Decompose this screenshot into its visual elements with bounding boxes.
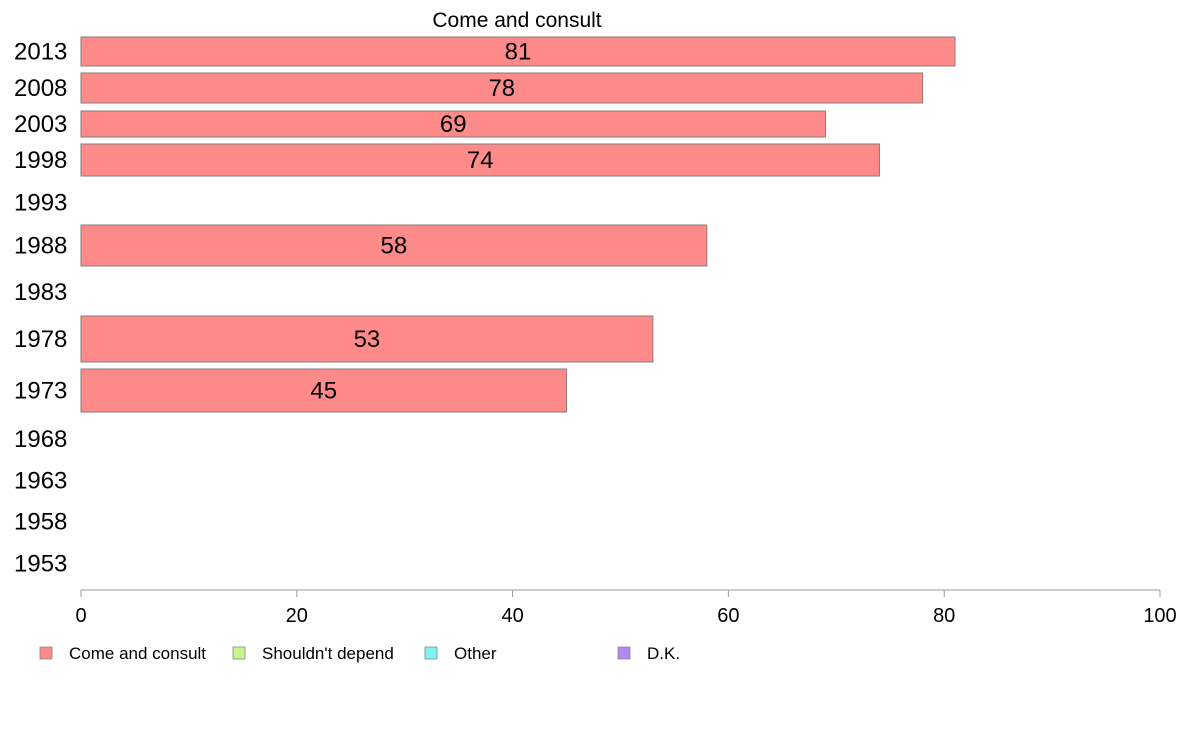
bar — [80, 143, 880, 177]
x-tick-label: 0 — [75, 605, 86, 627]
legend-swatch — [424, 646, 438, 660]
category-label: 1973 — [14, 378, 67, 405]
x-tick-label: 100 — [1143, 605, 1176, 627]
category-labels: 2013 2008 2003 1998 1993 1988 1983 1978 1973 1968… — [14, 39, 67, 578]
category-label: 1963 — [14, 468, 67, 495]
data-label: 69 — [440, 111, 467, 138]
data-label: 53 — [354, 326, 381, 353]
x-tick-label: 60 — [717, 605, 739, 627]
category-label: 2003 — [14, 111, 67, 138]
legend: Come and consult Shouldn't depend Other D.K… — [39, 644, 680, 663]
category-label: 2008 — [14, 75, 67, 102]
category-label: 1993 — [14, 190, 67, 217]
x-tick-label: 20 — [286, 605, 308, 627]
category-label: 1968 — [14, 426, 67, 453]
category-label: 1958 — [14, 509, 67, 536]
legend-label: Other — [454, 644, 497, 663]
bar — [80, 315, 654, 363]
category-label: 1998 — [14, 147, 67, 174]
bar — [80, 224, 708, 267]
data-label: 45 — [310, 378, 337, 405]
legend-swatch — [232, 646, 246, 660]
legend-swatch — [39, 646, 53, 660]
category-label: 1983 — [14, 279, 67, 306]
bar — [80, 110, 827, 138]
legend-label: D.K. — [647, 644, 680, 663]
data-label: 58 — [381, 233, 408, 260]
category-label: 1953 — [14, 551, 67, 578]
category-label: 1978 — [14, 326, 67, 353]
category-label: 2013 — [14, 39, 67, 66]
data-label: 78 — [488, 75, 515, 102]
bars-group — [80, 36, 956, 413]
bar — [80, 72, 924, 104]
legend-label: Shouldn't depend — [262, 644, 394, 663]
legend-swatch — [617, 646, 631, 660]
x-tick-label: 80 — [933, 605, 955, 627]
data-label: 81 — [505, 39, 532, 66]
bar — [80, 36, 956, 67]
category-label: 1988 — [14, 233, 67, 260]
data-label: 74 — [467, 147, 494, 174]
legend-label: Come and consult — [69, 644, 206, 663]
x-axis: 0 20 40 60 80 100 — [75, 589, 1177, 627]
chart-title: Come and consult — [432, 9, 601, 32]
x-tick-label: 40 — [501, 605, 523, 627]
bar — [80, 368, 568, 413]
